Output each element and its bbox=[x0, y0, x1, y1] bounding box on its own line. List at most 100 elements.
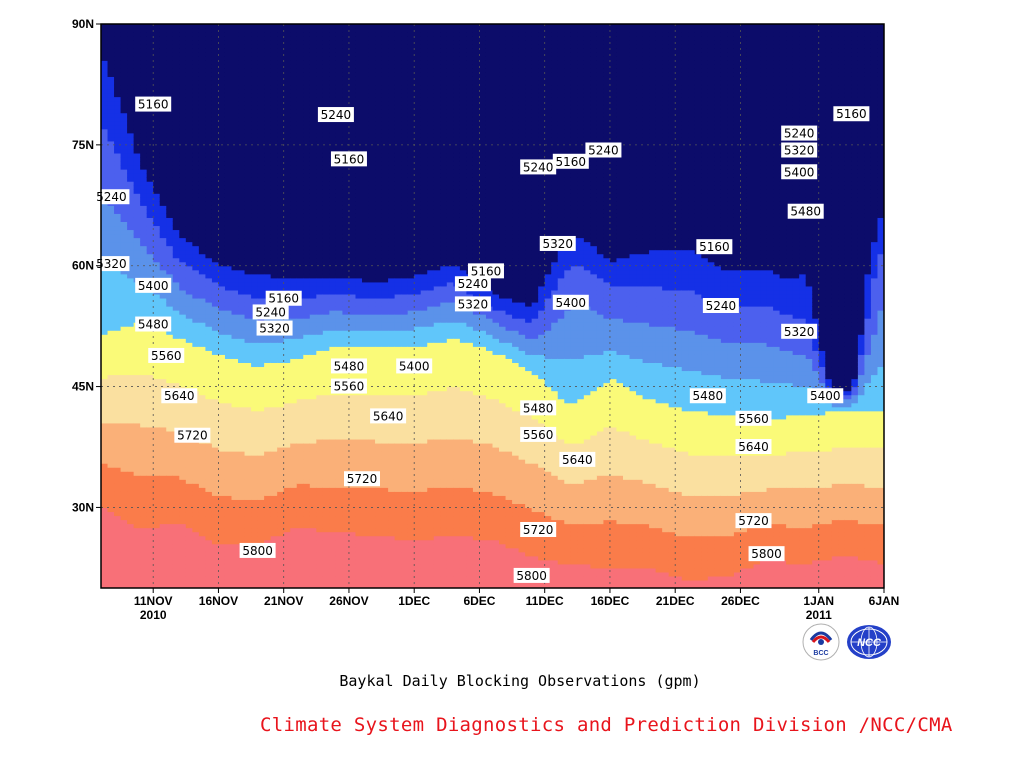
contour-cell bbox=[283, 152, 291, 158]
contour-cell bbox=[283, 56, 291, 61]
contour-cell bbox=[270, 567, 278, 573]
contour-cell bbox=[146, 366, 154, 372]
contour-cell bbox=[277, 249, 285, 255]
contour-cell bbox=[264, 358, 272, 363]
contour-cell bbox=[159, 213, 167, 218]
contour-cell bbox=[198, 563, 207, 569]
contour-cell bbox=[244, 362, 252, 368]
contour-cell bbox=[205, 88, 213, 94]
contour-cell bbox=[231, 293, 239, 299]
contour-cell bbox=[198, 44, 207, 49]
contour-cell bbox=[283, 382, 291, 388]
contour-cell bbox=[264, 527, 272, 533]
contour-cell bbox=[238, 467, 246, 472]
contour-cell bbox=[322, 354, 330, 359]
contour-cell bbox=[309, 156, 317, 162]
contour-cell bbox=[257, 32, 265, 37]
contour-cell bbox=[218, 491, 226, 496]
contour-cell bbox=[153, 205, 161, 210]
contour-cell bbox=[218, 455, 226, 460]
contour-cell bbox=[185, 28, 193, 33]
contour-cell bbox=[270, 438, 278, 444]
contour-cell bbox=[198, 511, 207, 517]
contour-cell bbox=[251, 56, 259, 61]
contour-cell bbox=[198, 479, 207, 484]
contour-cell bbox=[192, 447, 200, 452]
contour-cell bbox=[153, 334, 161, 339]
contour-cell bbox=[224, 402, 233, 408]
contour-cell bbox=[244, 567, 252, 573]
contour-cell bbox=[146, 72, 154, 77]
contour-cell bbox=[114, 479, 122, 484]
contour-cell bbox=[283, 44, 291, 49]
contour-cell bbox=[231, 483, 239, 488]
contour-cell bbox=[296, 571, 304, 577]
contour-cell bbox=[140, 438, 148, 444]
contour-cell bbox=[211, 237, 220, 243]
contour-cell bbox=[159, 233, 167, 239]
contour-cell bbox=[185, 455, 193, 460]
contour-cell bbox=[140, 237, 148, 243]
contour-cell bbox=[172, 52, 180, 57]
contour-cell bbox=[218, 314, 226, 319]
contour-cell bbox=[172, 459, 180, 464]
contour-cell bbox=[153, 571, 161, 577]
contour-cell bbox=[277, 265, 285, 271]
contour-cell bbox=[166, 112, 174, 118]
contour-cell bbox=[133, 64, 141, 69]
contour-cell bbox=[133, 112, 141, 118]
contour-cell bbox=[277, 378, 285, 384]
contour-cell bbox=[218, 165, 226, 170]
contour-cell bbox=[224, 221, 233, 227]
contour-cell bbox=[140, 225, 148, 231]
contour-cell bbox=[211, 56, 220, 61]
contour-cell bbox=[244, 165, 252, 170]
contour-cell bbox=[309, 48, 317, 53]
contour-cell bbox=[218, 523, 226, 529]
contour-cell bbox=[198, 80, 207, 86]
contour-cell bbox=[211, 459, 220, 464]
contour-cell bbox=[101, 386, 109, 392]
contour-cell bbox=[257, 575, 265, 581]
contour-cell bbox=[264, 455, 272, 460]
contour-cell bbox=[179, 80, 187, 86]
contour-cell bbox=[270, 318, 278, 323]
contour-cell bbox=[270, 406, 278, 412]
contour-cell bbox=[309, 350, 317, 355]
contour-cell bbox=[264, 140, 272, 146]
contour-cell bbox=[211, 519, 220, 525]
contour-cell bbox=[257, 342, 265, 347]
contour-cell bbox=[251, 193, 259, 198]
contour-cell bbox=[283, 390, 291, 396]
contour-cell bbox=[244, 350, 252, 355]
contour-cell bbox=[244, 169, 252, 174]
contour-cell bbox=[251, 459, 259, 464]
contour-cell bbox=[290, 426, 298, 432]
contour-cell bbox=[120, 467, 128, 472]
contour-cell bbox=[127, 354, 135, 359]
contour-cell bbox=[303, 463, 311, 468]
contour-cell bbox=[179, 281, 187, 287]
contour-cell bbox=[114, 583, 122, 588]
contour-cell bbox=[159, 237, 167, 243]
contour-cell bbox=[179, 140, 187, 146]
contour-cell bbox=[277, 495, 285, 500]
contour-cell bbox=[257, 515, 265, 521]
contour-cell bbox=[218, 177, 226, 182]
contour-cell bbox=[140, 24, 148, 29]
contour-cell bbox=[244, 475, 252, 480]
contour-cell bbox=[329, 237, 337, 243]
contour-cell bbox=[238, 451, 246, 456]
contour-cell bbox=[264, 571, 272, 577]
contour-cell bbox=[166, 459, 174, 464]
contour-cell bbox=[101, 44, 109, 49]
contour-cell bbox=[322, 28, 330, 33]
contour-cell bbox=[329, 201, 337, 206]
contour-cell bbox=[231, 547, 239, 553]
contour-cell bbox=[218, 225, 226, 231]
contour-cell bbox=[270, 44, 278, 49]
contour-cell bbox=[166, 301, 174, 307]
contour-cell bbox=[127, 237, 135, 243]
contour-cell bbox=[179, 374, 187, 380]
contour-cell bbox=[205, 281, 213, 287]
